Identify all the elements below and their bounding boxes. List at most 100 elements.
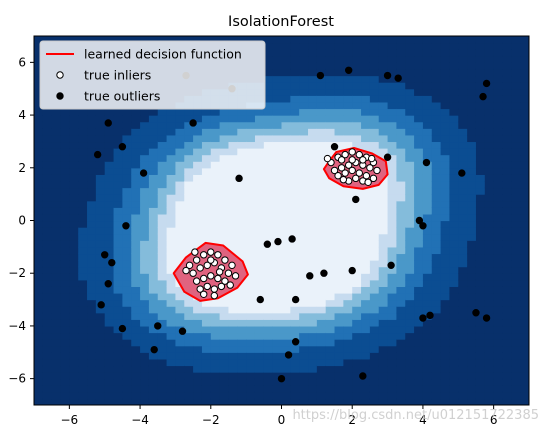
- contour-cell: [193, 227, 203, 235]
- contour-cell: [272, 312, 283, 320]
- contour-cell: [422, 292, 433, 301]
- contour-cell: [113, 332, 123, 340]
- contour-cell: [166, 121, 177, 129]
- contour-cell: [51, 319, 62, 327]
- contour-cell: [493, 194, 504, 202]
- contour-cell: [405, 134, 415, 143]
- contour-cell: [299, 108, 309, 116]
- contour-cell: [387, 227, 398, 235]
- contour-cell: [113, 325, 123, 334]
- contour-cell: [343, 358, 353, 367]
- contour-cell: [475, 187, 486, 195]
- contour-cell: [290, 319, 300, 327]
- contour-cell: [334, 279, 344, 287]
- contour-cell: [449, 233, 459, 241]
- inlier-point: [348, 166, 356, 175]
- contour-cell: [263, 88, 274, 96]
- contour-cell: [422, 115, 433, 123]
- contour-cell: [272, 49, 283, 57]
- contour-cell: [290, 253, 300, 261]
- contour-cell: [422, 385, 433, 393]
- contour-cell: [422, 233, 433, 241]
- contour-cell: [272, 352, 283, 360]
- contour-cell: [69, 398, 79, 405]
- contour-cell: [405, 101, 415, 110]
- contour-cell: [325, 68, 336, 77]
- contour-cell: [440, 154, 451, 162]
- contour-cell: [34, 141, 44, 149]
- contour-cell: [308, 55, 318, 63]
- contour-cell: [42, 115, 53, 123]
- contour-cell: [343, 339, 353, 347]
- contour-cell: [95, 207, 106, 215]
- contour-cell: [369, 345, 380, 353]
- contour-cell: [369, 312, 380, 320]
- contour-cell: [42, 128, 53, 136]
- contour-cell: [228, 141, 238, 149]
- contour-cell: [467, 246, 477, 255]
- contour-cell: [502, 42, 512, 50]
- contour-cell: [104, 108, 115, 116]
- contour-cell: [458, 233, 468, 241]
- contour-cell: [263, 161, 274, 169]
- contour-cell: [511, 345, 521, 353]
- contour-cell: [449, 358, 459, 367]
- contour-cell: [42, 253, 53, 261]
- contour-cell: [458, 174, 468, 182]
- contour-cell: [343, 200, 353, 208]
- outlier-point: [256, 295, 264, 304]
- contour-cell: [422, 372, 433, 380]
- contour-cell: [511, 161, 521, 169]
- contour-cell: [484, 246, 495, 255]
- contour-cell: [219, 108, 230, 116]
- contour-cell: [431, 207, 442, 215]
- contour-cell: [467, 391, 477, 400]
- contour-cell: [60, 385, 70, 393]
- contour-cell: [467, 62, 477, 70]
- contour-cell: [113, 378, 123, 386]
- contour-cell: [343, 260, 353, 268]
- contour-cell: [201, 325, 212, 334]
- contour-cell: [122, 372, 132, 380]
- contour-cell: [246, 213, 256, 222]
- contour-cell: [148, 134, 159, 143]
- contour-cell: [104, 292, 115, 301]
- contour-cell: [193, 161, 203, 169]
- contour-cell: [157, 378, 168, 386]
- contour-cell: [467, 75, 477, 83]
- contour-cell: [475, 115, 486, 123]
- contour-cell: [378, 62, 389, 70]
- contour-cell: [210, 378, 221, 386]
- contour-cell: [458, 246, 468, 255]
- contour-cell: [396, 187, 406, 195]
- contour-cell: [246, 207, 256, 215]
- contour-cell: [104, 365, 115, 373]
- contour-cell: [184, 141, 194, 149]
- contour-cell: [458, 378, 468, 386]
- contour-cell: [308, 345, 318, 353]
- contour-cell: [263, 299, 274, 307]
- contour-cell: [228, 36, 238, 44]
- contour-cell: [449, 154, 459, 162]
- contour-cell: [34, 391, 44, 400]
- contour-cell: [122, 306, 132, 314]
- contour-cell: [69, 148, 79, 156]
- contour-cell: [493, 200, 504, 208]
- contour-cell: [148, 167, 159, 175]
- contour-cell: [263, 187, 274, 195]
- contour-cell: [69, 141, 79, 149]
- contour-cell: [308, 352, 318, 360]
- contour-cell: [325, 365, 336, 373]
- contour-cell: [263, 180, 274, 189]
- contour-cell: [272, 391, 283, 400]
- contour-cell: [246, 246, 256, 255]
- contour-cell: [299, 121, 309, 129]
- contour-cell: [272, 233, 283, 241]
- contour-cell: [387, 75, 398, 83]
- inlier-point: [341, 150, 349, 159]
- contour-cell: [422, 306, 433, 314]
- contour-cell: [69, 339, 79, 347]
- contour-cell: [78, 134, 88, 143]
- contour-cell: [387, 266, 398, 274]
- contour-cell: [467, 312, 477, 320]
